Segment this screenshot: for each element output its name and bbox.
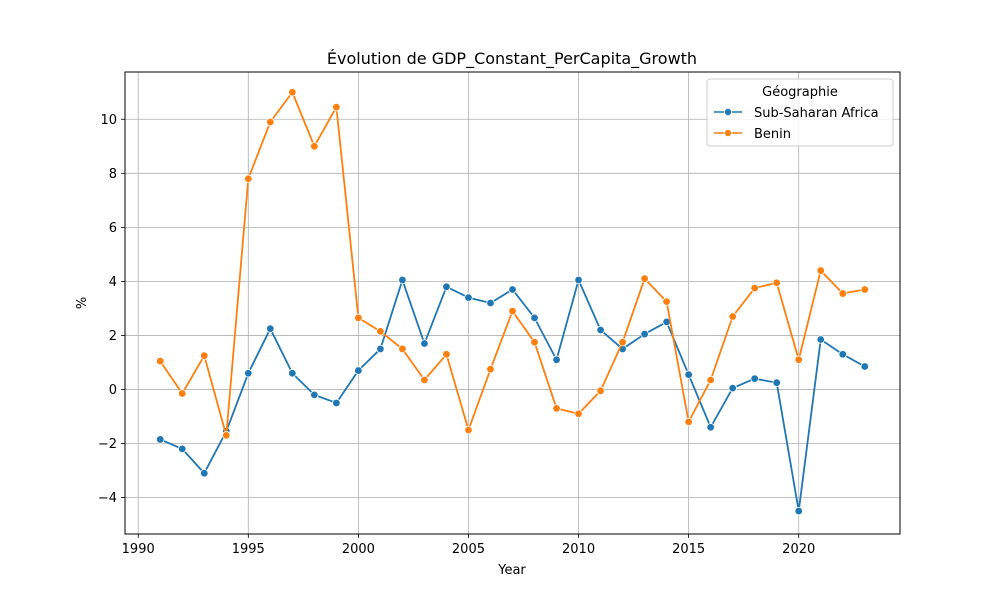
data-point [574, 275, 583, 285]
data-point [376, 327, 385, 336]
data-point [640, 329, 649, 339]
data-point [332, 398, 341, 408]
y-tick-label: 10 [100, 113, 117, 128]
grid-lines [125, 72, 900, 534]
data-point [816, 266, 825, 275]
data-point [640, 274, 649, 283]
data-point [332, 102, 341, 112]
plot-area [124, 71, 901, 535]
x-tick-label: 2010 [562, 542, 595, 557]
data-point [244, 174, 253, 183]
legend-marker-benin [724, 128, 733, 137]
legend-marker-sub-saharan-africa [724, 108, 733, 117]
data-point [398, 344, 407, 354]
data-point [464, 293, 473, 302]
data-point [266, 324, 275, 333]
x-tick-label: 2005 [452, 542, 485, 557]
series-sub-saharan-africa [156, 275, 869, 516]
x-axis-ticks: 1990 1995 2000 2005 2010 2015 2020 [122, 534, 815, 557]
y-tick-label: 2 [109, 329, 117, 344]
data-point [354, 366, 363, 375]
data-point [860, 362, 869, 371]
data-point [772, 378, 781, 387]
data-point [464, 425, 473, 435]
data-point [442, 282, 451, 291]
data-point [838, 289, 847, 298]
y-tick-label: 6 [109, 221, 117, 236]
data-point [508, 285, 517, 294]
y-tick-label: 8 [109, 167, 117, 182]
x-tick-label: 1990 [122, 542, 155, 557]
x-tick-label: 2020 [782, 542, 815, 557]
data-point [684, 417, 693, 427]
data-point [816, 335, 825, 344]
data-point [530, 313, 539, 323]
data-point [486, 298, 495, 308]
y-tick-label: 0 [109, 383, 117, 398]
legend: Géographie Sub-Saharan Africa Benin [706, 78, 894, 147]
data-point [728, 383, 737, 393]
data-point [860, 285, 869, 294]
data-point [178, 389, 187, 398]
data-point [486, 364, 495, 374]
data-point [706, 423, 715, 432]
data-point [596, 386, 605, 396]
data-point [288, 88, 297, 97]
data-point [178, 444, 187, 454]
data-point [288, 369, 297, 378]
data-point [200, 469, 209, 478]
y-tick-label: 4 [109, 275, 117, 290]
y-axis-ticks: −4 −2 0 2 4 6 8 10 [98, 113, 125, 506]
data-point [794, 355, 803, 364]
data-point [596, 325, 605, 335]
data-point [244, 369, 253, 378]
legend-title: Géographie [762, 85, 838, 100]
legend-label-sub-saharan-africa: Sub-Saharan Africa [754, 106, 879, 121]
data-point [420, 375, 429, 385]
x-tick-label: 2000 [342, 542, 375, 557]
data-point [728, 312, 737, 321]
data-point [442, 350, 451, 359]
legend-box [706, 78, 894, 147]
data-point [772, 278, 781, 287]
data-point [706, 375, 715, 385]
data-point [662, 297, 671, 306]
data-point [618, 337, 627, 347]
data-point [552, 355, 561, 364]
y-tick-label: −2 [98, 437, 117, 452]
legend-label-benin: Benin [754, 127, 791, 142]
data-point [684, 370, 693, 379]
data-point [376, 344, 385, 354]
series-benin [156, 88, 869, 440]
data-point [530, 337, 539, 347]
data-point [310, 142, 319, 151]
y-axis-title: % [75, 297, 90, 309]
data-point [794, 506, 803, 516]
data-point [750, 374, 759, 383]
data-point [838, 350, 847, 359]
data-point [156, 356, 165, 366]
data-point [354, 313, 363, 323]
series-layer [156, 88, 869, 516]
data-point [750, 283, 759, 293]
data-point [574, 409, 583, 418]
data-point [310, 390, 319, 400]
chart-title: Évolution de GDP_Constant_PerCapita_Grow… [327, 49, 697, 69]
data-point [156, 435, 165, 444]
data-point [398, 275, 407, 285]
data-point [552, 404, 561, 413]
y-tick-label: −4 [98, 491, 117, 506]
data-point [200, 351, 209, 360]
data-point [266, 117, 275, 127]
x-axis-title: Year [497, 563, 526, 578]
data-point [508, 306, 517, 316]
x-tick-label: 2015 [672, 542, 705, 557]
x-tick-label: 1995 [232, 542, 265, 557]
data-point [420, 339, 429, 348]
data-point [222, 431, 231, 440]
